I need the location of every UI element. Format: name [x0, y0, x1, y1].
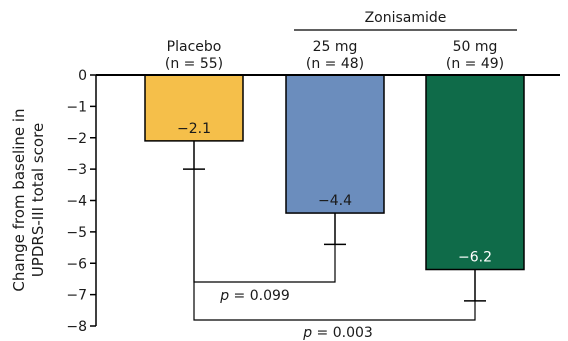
y-tick-label: −7: [66, 288, 87, 304]
p-value-label: p = 0.099: [219, 288, 290, 304]
category-n: (n = 48): [306, 56, 364, 72]
y-tick-label: −4: [66, 194, 87, 210]
bar-value-label: −6.2: [458, 250, 492, 266]
group-label: Zonisamide: [365, 10, 447, 26]
category-n: (n = 55): [165, 56, 223, 72]
p-symbol: p: [302, 325, 312, 341]
comparison-bracket: [193, 169, 476, 321]
category-name: Placebo: [167, 39, 222, 55]
y-axis: 0 −1 −2 −3 −4 −5 −6 −7 −8: [66, 68, 97, 335]
category-name: 25 mg: [313, 39, 358, 55]
p-value-text: = 0.099: [229, 288, 290, 304]
y-tick-label: −3: [66, 162, 87, 178]
y-axis-label: Change from baseline inUPDRS-III total s…: [10, 108, 47, 291]
y-tick-label: −1: [66, 99, 87, 115]
bar-2: [425, 74, 525, 271]
category-n: (n = 49): [446, 56, 504, 72]
y-axis-title-line: UPDRS-III total score: [29, 123, 47, 277]
y-axis-title-line: Change from baseline in: [10, 108, 28, 291]
p-value-text: = 0.003: [312, 325, 373, 341]
y-tick-label: −5: [66, 225, 87, 241]
y-tick-label: 0: [78, 68, 87, 84]
category-name: 50 mg: [453, 39, 498, 55]
zonisamide-group: Zonisamide: [294, 10, 517, 31]
bars: −2.1 −4.4 −6.2: [144, 74, 525, 271]
y-tick-label: −2: [66, 131, 87, 147]
y-tick-label: −8: [66, 319, 87, 335]
y-tick-label: −6: [66, 256, 87, 272]
category-labels: Placebo(n = 55) 25 mg(n = 48) 50 mg(n = 49…: [165, 39, 504, 72]
y-axis-title: Change from baseline inUPDRS-III total s…: [10, 108, 47, 291]
p-symbol: p: [219, 288, 229, 304]
bar-value-label: −4.4: [318, 193, 352, 209]
bar-value-label: −2.1: [177, 121, 211, 137]
p-value-label: p = 0.003: [302, 325, 373, 341]
